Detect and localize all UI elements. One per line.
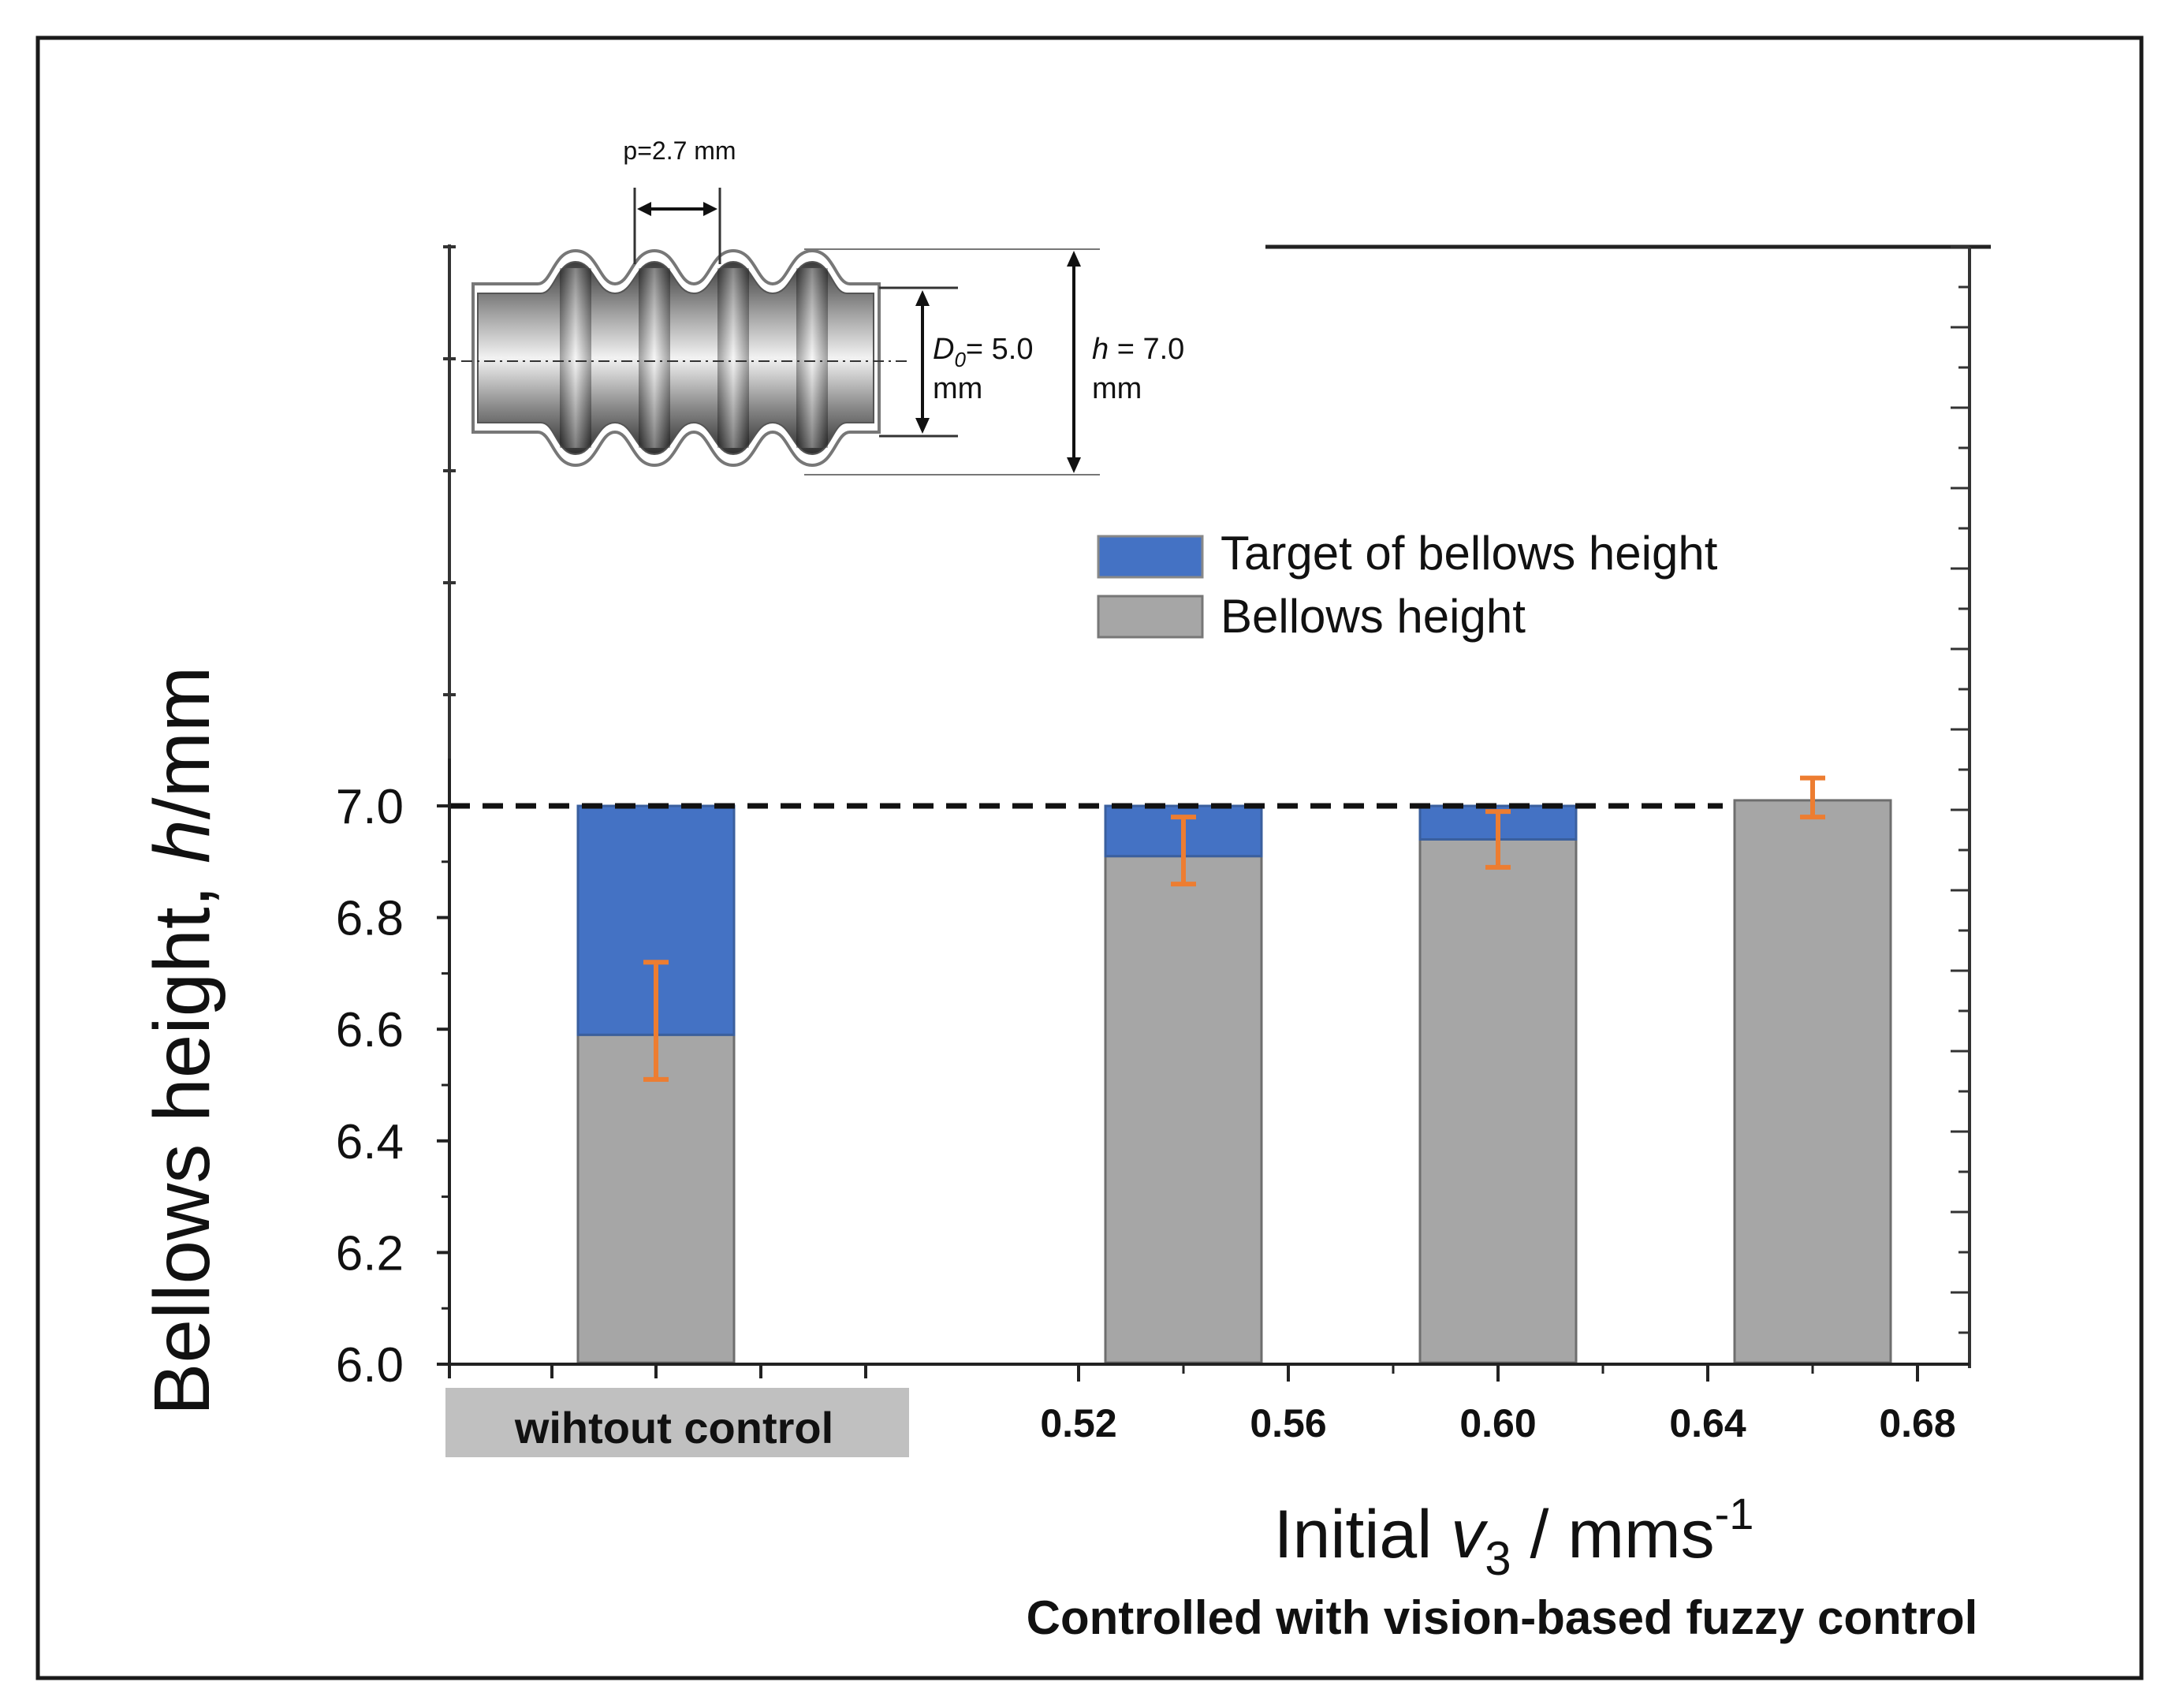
bellows-illustration: p=2.7 mm D0= 5.0 mm h = 7.0 mm — [461, 136, 1184, 475]
legend-swatch-target — [1097, 535, 1204, 579]
y-label-var: h — [138, 819, 226, 863]
diameter-label-value: = 5.0 — [966, 333, 1034, 366]
error-bar — [1171, 815, 1196, 887]
x-label-prefix: Initial — [1274, 1497, 1452, 1572]
height-unit: mm — [1092, 372, 1142, 405]
y-tick-label: 6.6 — [336, 1003, 404, 1057]
error-bars — [643, 775, 1825, 1082]
y-ticks: 6.0 6.2 6.4 6.6 6.8 7.0 — [336, 780, 449, 1393]
x-label-sub: 3 — [1485, 1532, 1511, 1585]
bars — [576, 799, 1892, 1364]
height-label-var: h — [1092, 333, 1109, 366]
error-bar — [1800, 775, 1825, 820]
bar-bellows-height — [1104, 855, 1263, 1364]
x-tick-label: 0.64 — [1669, 1401, 1746, 1445]
legend-label-bellows: Bellows height — [1221, 590, 1526, 643]
diameter-label-sub: 0 — [954, 348, 966, 371]
x-tick-label: 0.56 — [1250, 1401, 1326, 1445]
legend-label-target: Target of bellows height — [1221, 527, 1718, 580]
x-label-unit: / mms — [1511, 1497, 1715, 1572]
diameter-label: D0= 5.0 — [933, 333, 1034, 371]
plot-area: 6.0 6.2 6.4 6.6 6.8 7.0 0.52 0.56 0.60 0.64 0.68 — [336, 759, 1970, 1445]
bar-bellows-height — [1733, 799, 1892, 1364]
x-axis-label: Initial v3 / mms-1 — [1274, 1489, 1754, 1585]
x-tick-label: 0.60 — [1459, 1401, 1536, 1445]
height-label: h = 7.0 — [1092, 333, 1184, 366]
y-label-unit: /mm — [138, 666, 226, 819]
y-tick-label: 7.0 — [336, 780, 404, 834]
diameter-label-var: D — [933, 333, 954, 366]
error-bar — [643, 960, 669, 1082]
x-label-var: v — [1451, 1497, 1489, 1572]
y-label-prefix: Bellows height, — [138, 863, 226, 1415]
chart-subtitle: Controlled with vision-based fuzzy contr… — [1027, 1591, 1978, 1644]
legend: Target of bellows height Bellows height — [1097, 527, 1718, 643]
y-tick-label: 6.8 — [336, 892, 404, 946]
without-control-label: wihtout control — [514, 1403, 833, 1453]
x-tick-label: 0.52 — [1040, 1401, 1116, 1445]
bar-bellows-height — [576, 1033, 736, 1364]
y-tick-label: 6.2 — [336, 1226, 404, 1281]
y-tick-label: 6.0 — [336, 1338, 404, 1393]
height-label-value: = 7.0 — [1109, 333, 1184, 366]
x-label-sup: -1 — [1715, 1489, 1754, 1538]
bar-bellows-height — [1418, 837, 1578, 1364]
pitch-label: p=2.7 mm — [623, 136, 736, 165]
error-bar — [1485, 809, 1511, 870]
diameter-unit: mm — [933, 372, 982, 405]
x-ticks: 0.52 0.56 0.60 0.64 0.68 — [448, 1364, 1956, 1445]
legend-swatch-bellows — [1097, 595, 1204, 639]
bellows-outline — [471, 248, 881, 468]
bellows-ribs — [560, 268, 828, 448]
without-control-box — [445, 1388, 909, 1457]
y-tick-label: 6.4 — [336, 1115, 404, 1169]
y-axis-label: Bellows height, h/mm — [138, 666, 226, 1415]
x-tick-label: 0.68 — [1879, 1401, 1955, 1445]
